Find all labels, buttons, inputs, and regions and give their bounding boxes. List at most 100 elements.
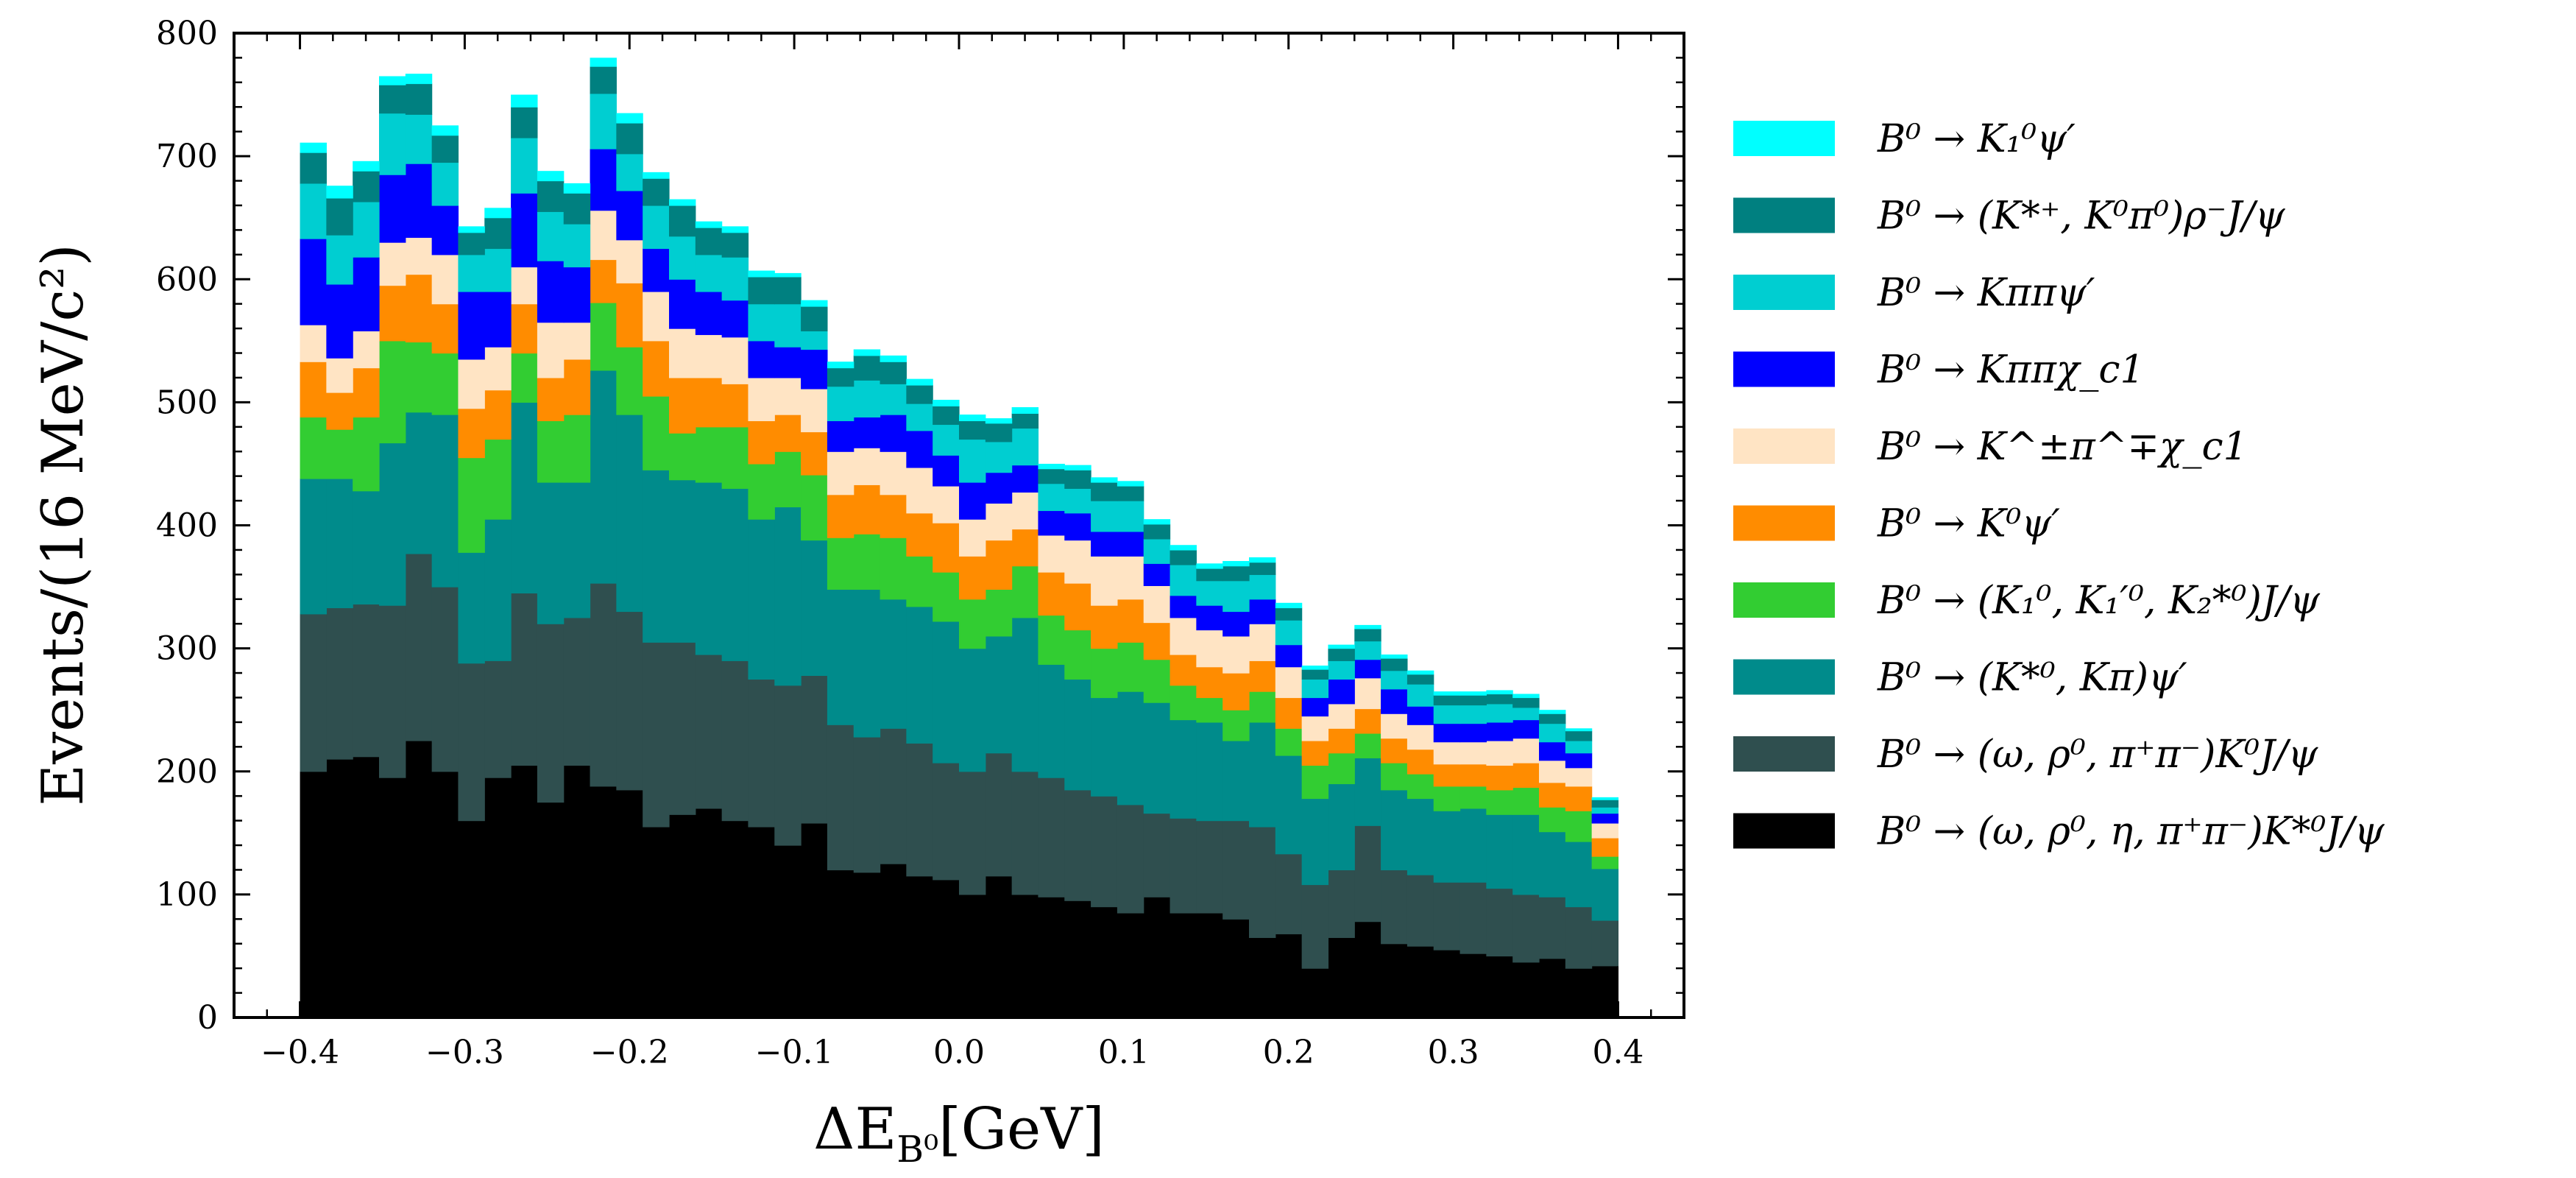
bar-series-3-bin-0 — [300, 417, 327, 479]
bar-series-9-bin-14 — [669, 199, 696, 206]
bar-series-7-bin-28 — [1038, 483, 1065, 512]
bar-series-0-bin-28 — [1038, 897, 1065, 1018]
bar-series-7-bin-23 — [906, 403, 933, 431]
bar-series-2-bin-17 — [748, 519, 775, 680]
bar-series-9-bin-37 — [1275, 602, 1303, 609]
bar-series-9-bin-1 — [326, 186, 353, 199]
bar-series-9-bin-23 — [906, 378, 933, 386]
bar-series-6-bin-20 — [827, 420, 854, 452]
bar-series-0-bin-21 — [853, 872, 881, 1018]
bar-series-8-bin-3 — [379, 85, 406, 114]
bar-series-9-bin-48 — [1565, 728, 1593, 732]
bar-series-6-bin-8 — [511, 193, 538, 268]
bar-series-9-bin-18 — [774, 272, 802, 278]
bar-series-8-bin-46 — [1512, 697, 1540, 708]
bar-series-1-bin-36 — [1249, 826, 1276, 938]
bar-series-2-bin-30 — [1091, 697, 1118, 797]
bar-series-0-bin-31 — [1117, 912, 1144, 1018]
bar-series-7-bin-0 — [300, 183, 327, 239]
bar-series-2-bin-38 — [1301, 798, 1329, 886]
bar-series-3-bin-36 — [1249, 691, 1276, 723]
bar-series-5-bin-16 — [721, 336, 749, 384]
bar-series-3-bin-18 — [774, 451, 802, 508]
bar-series-1-bin-19 — [801, 675, 828, 824]
bar-series-6-bin-33 — [1170, 595, 1197, 618]
bar-series-7-bin-14 — [669, 236, 696, 280]
bar-series-6-bin-28 — [1038, 510, 1065, 536]
bar-series-8-bin-19 — [801, 306, 828, 332]
bar-series-6-bin-34 — [1196, 605, 1223, 631]
legend-label: B⁰ → Kππψ′ — [1877, 271, 2095, 315]
bar-series-2-bin-24 — [933, 621, 960, 763]
bar-series-3-bin-41 — [1381, 763, 1408, 791]
bar-series-4-bin-27 — [1011, 529, 1039, 567]
bar-series-3-bin-5 — [431, 353, 459, 415]
bar-series-0-bin-22 — [880, 864, 907, 1018]
bar-series-8-bin-17 — [748, 276, 775, 305]
bar-series-5-bin-24 — [933, 486, 960, 523]
bar-series-6-bin-4 — [405, 163, 433, 239]
bar-series-6-bin-43 — [1433, 723, 1461, 743]
bar-series-5-bin-3 — [379, 242, 406, 286]
bar-series-0-bin-40 — [1354, 921, 1381, 1018]
bar-series-1-bin-13 — [643, 642, 670, 828]
bar-series-3-bin-39 — [1328, 752, 1355, 785]
legend-swatch — [1733, 659, 1835, 695]
bar-series-8-bin-22 — [880, 361, 907, 384]
bar-series-6-bin-49 — [1591, 813, 1619, 824]
bar-series-7-bin-26 — [985, 441, 1013, 473]
bar-series-2-bin-47 — [1539, 831, 1566, 897]
bar-series-5-bin-26 — [985, 503, 1013, 541]
bar-series-1-bin-3 — [379, 605, 406, 778]
bar-series-3-bin-43 — [1433, 786, 1461, 811]
bar-series-6-bin-26 — [985, 472, 1013, 504]
bar-series-6-bin-22 — [880, 415, 907, 452]
bar-series-3-bin-13 — [643, 396, 670, 470]
bar-series-1-bin-15 — [695, 654, 723, 809]
bar-series-4-bin-41 — [1381, 738, 1408, 763]
bar-series-7-bin-31 — [1117, 501, 1144, 532]
bar-series-9-bin-39 — [1328, 644, 1355, 649]
bar-series-7-bin-11 — [590, 93, 617, 149]
x-axis-title-unit: [GeV] — [938, 1096, 1105, 1163]
bar-series-2-bin-6 — [458, 552, 485, 664]
bar-series-2-bin-26 — [985, 635, 1013, 754]
bar-series-0-bin-2 — [353, 756, 380, 1018]
bar-series-5-bin-1 — [326, 358, 353, 393]
bar-series-5-bin-5 — [431, 254, 459, 305]
bar-series-0-bin-4 — [405, 740, 433, 1018]
bar-series-5-bin-33 — [1170, 617, 1197, 655]
bar-series-1-bin-18 — [774, 685, 802, 846]
bar-series-7-bin-40 — [1354, 641, 1381, 660]
bar-series-7-bin-37 — [1275, 620, 1303, 646]
bar-series-1-bin-38 — [1301, 884, 1329, 969]
bar-series-3-bin-47 — [1539, 807, 1566, 833]
y-tick-label: 400 — [156, 507, 218, 545]
bar-series-4-bin-6 — [458, 408, 485, 459]
legend-label: B⁰ → (ω, ρ⁰, η, π⁺π⁻)K*⁰J/ψ — [1877, 810, 2385, 854]
legend-swatch — [1733, 813, 1835, 849]
bar-series-5-bin-44 — [1459, 741, 1487, 765]
bar-series-8-bin-27 — [1011, 413, 1039, 429]
x-axis-title-subscript: B⁰ — [896, 1128, 938, 1171]
bar-series-5-bin-19 — [801, 388, 828, 433]
bar-series-6-bin-9 — [537, 261, 565, 323]
bar-series-7-bin-5 — [431, 162, 459, 206]
bar-series-3-bin-3 — [379, 340, 406, 444]
bar-series-2-bin-34 — [1196, 722, 1223, 822]
bar-series-9-bin-32 — [1143, 519, 1171, 525]
bar-series-3-bin-30 — [1091, 648, 1118, 699]
bar-series-3-bin-12 — [616, 347, 643, 415]
bar-series-0-bin-39 — [1328, 937, 1355, 1018]
bar-series-6-bin-12 — [616, 190, 643, 241]
bar-series-7-bin-20 — [827, 386, 854, 422]
bar-series-0-bin-34 — [1196, 912, 1223, 1018]
bar-series-3-bin-31 — [1117, 642, 1144, 692]
bar-series-8-bin-13 — [643, 178, 670, 206]
bar-series-3-bin-27 — [1011, 565, 1039, 618]
legend-entry: B⁰ → (K*⁺, K⁰π⁰)ρ⁻J/ψ — [1733, 194, 2286, 239]
bar-series-6-bin-48 — [1565, 752, 1593, 769]
bar-series-8-bin-39 — [1328, 648, 1355, 661]
axis-ticks — [233, 32, 1685, 1019]
bar-series-7-bin-10 — [563, 224, 591, 268]
